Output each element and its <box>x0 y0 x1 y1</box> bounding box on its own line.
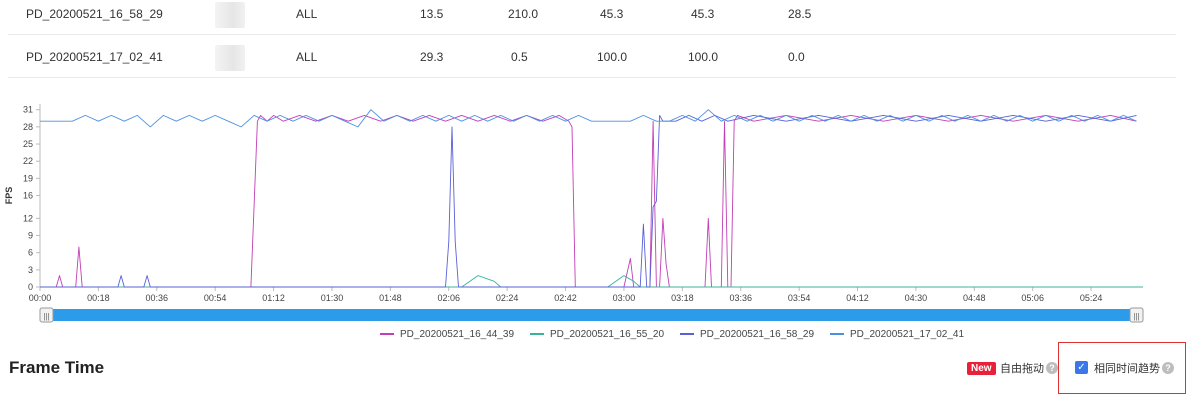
legend-label: PD_20200521_17_02_41 <box>850 328 964 340</box>
x-tick-label: 04:48 <box>963 293 986 303</box>
y-tick-label: 22 <box>23 156 33 166</box>
section-title: Frame Time <box>9 358 105 377</box>
new-badge: New <box>967 362 996 375</box>
legend-label: PD_20200521_16_55_20 <box>550 328 664 340</box>
x-tick-label: 05:24 <box>1080 293 1103 303</box>
x-axis: 00:00 00:18 00:36 00:54 01:12 01:30 01:48 02:06… <box>29 286 1143 303</box>
slider-left-handle[interactable] <box>39 307 54 323</box>
help-icon[interactable]: ? <box>1162 362 1174 374</box>
thumbnail <box>215 2 245 28</box>
row-value-2: 210.0 <box>508 7 539 21</box>
slider-right-handle[interactable] <box>1129 307 1144 323</box>
row-value-2: 0.5 <box>511 50 528 64</box>
same-time-trend-checkbox[interactable]: ✓ <box>1075 361 1088 374</box>
legend-label: PD_20200521_16_44_39 <box>400 328 514 340</box>
row-name: PD_20200521_17_02_41 <box>26 50 163 64</box>
row-scope: ALL <box>296 7 318 21</box>
legend-swatch <box>680 333 694 335</box>
x-tick-label: 00:00 <box>29 293 52 303</box>
free-drag-toggle[interactable]: 自由拖动 <box>1000 363 1044 375</box>
x-tick-label: 04:30 <box>905 293 928 303</box>
legend-swatch <box>830 333 844 335</box>
row-value-3: 100.0 <box>597 50 628 64</box>
y-tick-label: 6 <box>28 248 33 258</box>
x-tick-label: 03:00 <box>613 293 636 303</box>
legend-item-3[interactable]: PD_20200521_16_58_29 <box>680 329 814 340</box>
row-value-4: 45.3 <box>691 7 715 21</box>
row-scope: ALL <box>296 50 318 64</box>
legend-item-2[interactable]: PD_20200521_16_55_20 <box>530 329 664 340</box>
x-tick-label: 00:36 <box>146 293 169 303</box>
slider-left-handle-glyph: ||| <box>43 312 49 321</box>
x-tick-label: 00:18 <box>87 293 110 303</box>
chart-legend: PD_20200521_16_44_39 PD_20200521_16_55_20… <box>380 327 964 341</box>
x-tick-label: 03:18 <box>671 293 694 303</box>
x-tick-label: 00:54 <box>204 293 227 303</box>
x-tick-label: 01:12 <box>262 293 285 303</box>
legend-label: PD_20200521_16_58_29 <box>700 328 814 340</box>
thumbnail <box>215 45 245 71</box>
x-tick-label: 01:30 <box>321 293 344 303</box>
y-tick-label: 9 <box>28 231 33 241</box>
table-row[interactable]: PD_20200521_17_02_41 ALL 29.3 0.5 100.0 … <box>8 37 1176 78</box>
legend-swatch <box>380 333 394 335</box>
legend-item-4[interactable]: PD_20200521_17_02_41 <box>830 329 964 340</box>
series-line-2 <box>40 275 1143 288</box>
legend-item-1[interactable]: PD_20200521_16_44_39 <box>380 329 514 340</box>
x-tick-label: 03:54 <box>788 293 811 303</box>
row-name: PD_20200521_16_58_29 <box>26 7 163 21</box>
table-row[interactable]: PD_20200521_16_58_29 ALL 13.5 210.0 45.3… <box>8 0 1176 35</box>
x-tick-label: 02:06 <box>437 293 460 303</box>
y-axis: 0 3 6 9 12 16 19 22 25 28 31 FPS <box>4 104 41 292</box>
legend-swatch <box>530 333 544 335</box>
y-axis-label: FPS <box>4 187 14 205</box>
y-tick-label: 12 <box>23 213 33 223</box>
series-layer <box>40 109 1143 288</box>
slider-right-handle-glyph: ||| <box>1133 312 1139 321</box>
y-tick-label: 0 <box>28 282 33 292</box>
time-range-slider[interactable]: ||| ||| <box>39 307 1144 323</box>
same-time-trend-label[interactable]: 相同时间趋势 <box>1094 363 1160 375</box>
y-tick-label: 28 <box>23 122 33 132</box>
highlight-box <box>1058 342 1186 394</box>
y-tick-label: 31 <box>23 105 33 115</box>
x-tick-label: 05:06 <box>1021 293 1044 303</box>
y-tick-label: 16 <box>23 191 33 201</box>
series-line-1 <box>40 114 1137 288</box>
y-tick-label: 19 <box>23 173 33 183</box>
x-tick-label: 04:12 <box>846 293 869 303</box>
x-tick-label: 03:36 <box>729 293 752 303</box>
row-value-1: 13.5 <box>420 7 444 21</box>
series-line-4 <box>40 109 1137 128</box>
y-tick-label: 3 <box>28 265 33 275</box>
row-value-4: 100.0 <box>688 50 719 64</box>
row-value-5: 28.5 <box>788 7 812 21</box>
row-value-5: 0.0 <box>788 50 805 64</box>
x-tick-label: 02:24 <box>496 293 519 303</box>
row-value-3: 45.3 <box>600 7 624 21</box>
y-tick-label: 25 <box>23 139 33 149</box>
help-icon[interactable]: ? <box>1046 362 1058 374</box>
row-value-1: 29.3 <box>420 50 444 64</box>
series-line-3 <box>40 114 1137 288</box>
x-tick-label: 01:48 <box>379 293 402 303</box>
x-tick-label: 02:42 <box>554 293 577 303</box>
slider-track[interactable] <box>40 309 1143 321</box>
